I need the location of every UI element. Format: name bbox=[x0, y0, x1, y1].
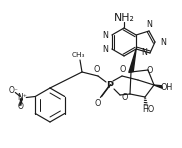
Text: O: O bbox=[120, 65, 126, 74]
Text: O: O bbox=[95, 99, 101, 107]
Text: OH: OH bbox=[161, 83, 173, 92]
Text: P: P bbox=[106, 81, 114, 90]
Text: N: N bbox=[102, 30, 108, 40]
Text: NH₂: NH₂ bbox=[114, 13, 134, 23]
Text: N: N bbox=[102, 45, 108, 53]
Text: O⁻: O⁻ bbox=[8, 86, 18, 95]
Polygon shape bbox=[154, 85, 162, 88]
Text: N: N bbox=[141, 48, 147, 57]
Text: O: O bbox=[147, 66, 153, 74]
Text: N⁺: N⁺ bbox=[17, 93, 27, 102]
Text: O: O bbox=[17, 102, 23, 111]
Text: HO: HO bbox=[142, 104, 154, 114]
Text: O: O bbox=[122, 92, 128, 102]
Text: O: O bbox=[94, 65, 100, 74]
Text: CH₃: CH₃ bbox=[71, 52, 85, 58]
Text: N: N bbox=[146, 20, 152, 29]
Text: N: N bbox=[160, 37, 166, 46]
Polygon shape bbox=[129, 49, 136, 73]
